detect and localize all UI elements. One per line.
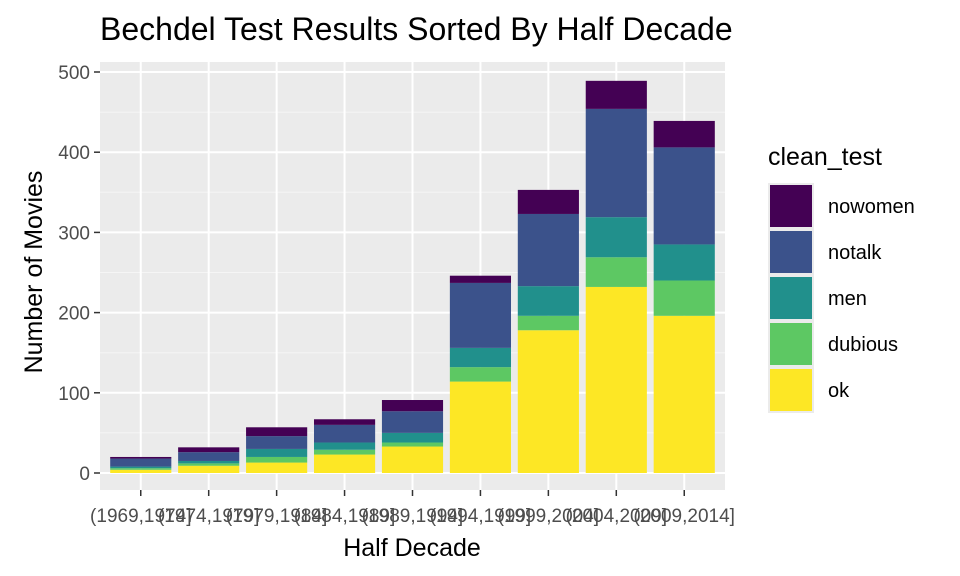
legend-label-men: men [828,288,867,310]
bar-segment-ok [381,446,444,473]
bar-segment-nowomen [178,447,240,453]
bar-segment-ok [449,381,512,473]
x-tick-label: (2004,2009] [566,506,667,527]
chart-title: Bechdel Test Results Sorted By Half Deca… [100,11,733,47]
bar-segment-men [517,286,579,316]
bar-segment-men [313,442,376,450]
bar-segment-dubious [246,456,308,463]
x-tick-label: (1974,1979] [158,506,259,527]
legend-title: clean_test [768,143,882,171]
x-tick-label: (1999,2004] [498,506,599,527]
y-tick-label: 200 [58,304,90,325]
legend-key-notalk [770,231,812,273]
y-tick-label: 400 [58,143,90,164]
bar-segment-nowomen [653,120,715,148]
x-tick-label: (1989,1994] [362,506,463,527]
bar-segment-dubious [178,463,240,466]
bar-segment-notalk [313,424,376,443]
legend-key-dubious [770,323,812,365]
bar-segment-notalk [110,458,172,467]
x-tick-label: (1994,1999] [430,506,531,527]
legend-label-dubious: dubious [828,334,898,356]
x-tick-label: (1984,1989] [294,506,395,527]
bar-segment-dubious [517,315,579,331]
legend-label-nowomen: nowomen [828,196,915,218]
legend-key-men [770,277,812,319]
y-tick-label: 300 [58,223,90,244]
bar-segment-men [381,432,444,443]
bar-segment-men [585,217,647,258]
bar-segment-nowomen [449,275,512,283]
bar-segment-men [246,448,308,457]
bar-segment-notalk [517,213,579,287]
bar-segment-notalk [653,147,715,245]
bar-segment-notalk [178,452,240,461]
y-tick-label: 0 [79,464,90,485]
y-axis-title: Number of Movies [20,171,48,374]
x-axis-title: Half Decade [343,534,481,562]
legend: clean_test nowomen notalk men dubious ok [768,143,915,413]
bar-segment-dubious [381,442,444,447]
bar-segment-ok [585,286,647,473]
bar-segment-nowomen [381,400,444,412]
x-tick-label: (1979,1984] [226,506,327,527]
y-tick-label: 100 [58,384,90,405]
bar-segment-notalk [381,411,444,433]
bar-segment-nowomen [585,80,647,109]
bar-segment-nowomen [313,419,376,425]
y-tick-label: 500 [58,63,90,84]
bar-segment-dubious [313,449,376,455]
bar-segment-dubious [449,367,512,382]
bar-segment-ok [653,315,715,473]
bar-segment-ok [178,465,240,473]
x-tick-label: (2009,2014] [634,506,735,527]
bar-segment-nowomen [246,427,308,437]
legend-label-ok: ok [828,380,850,402]
legend-key-ok [770,369,812,411]
bar-segment-ok [313,454,376,473]
bar-segment-notalk [449,282,512,348]
bar-segment-men [653,244,715,281]
bar-segment-men [110,466,172,469]
bar-segment-men [449,347,512,368]
bar-segment-ok [517,330,579,473]
bar-segment-ok [110,469,172,473]
bar-segment-nowomen [517,189,579,214]
bar-segment-notalk [585,108,647,218]
bar-segment-nowomen [110,456,172,459]
bar-segment-ok [246,462,308,473]
legend-key-nowomen [770,185,812,227]
bar-segment-dubious [585,257,647,287]
bar-segment-notalk [246,436,308,449]
legend-label-notalk: notalk [828,242,882,264]
x-tick-label: (1969,1974] [90,506,191,527]
bar-segment-dubious [653,280,715,316]
bar-segment-men [178,460,240,464]
bar-segment-dubious [110,468,172,470]
plot-area: 0100200300400500(1969,1974](1974,1979](1… [58,62,735,527]
